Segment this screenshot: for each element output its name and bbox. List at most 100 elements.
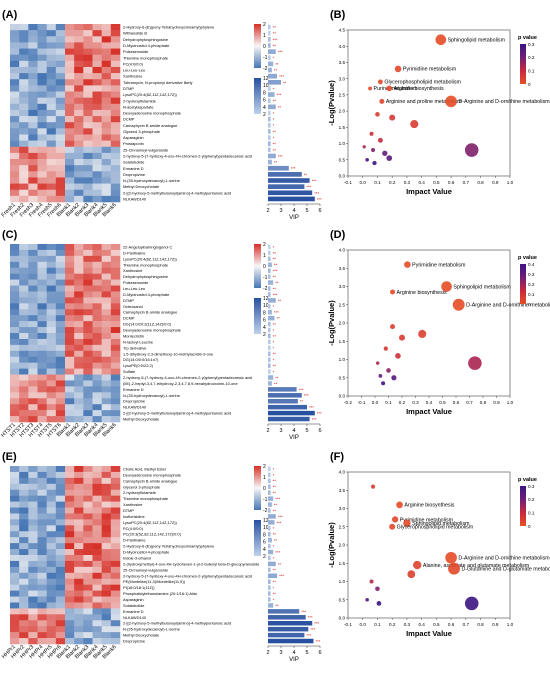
vip-bar: [268, 147, 271, 153]
heatmap-cell: [10, 279, 20, 286]
heatmap-cell: [110, 297, 121, 304]
heatmap-cell: [37, 549, 47, 556]
heatmap-cell: [28, 374, 38, 381]
heatmap-cell: [65, 24, 75, 31]
heatmap-cell: [65, 73, 75, 80]
heatmap-cell: [92, 273, 102, 280]
heatmap-cell: [19, 152, 29, 160]
heatmap-cell: [83, 128, 93, 135]
heatmap-cell: [65, 380, 75, 387]
heatmap-cell: [37, 30, 47, 37]
heatmap-cell: [37, 608, 47, 615]
heatmap-cell: [101, 85, 112, 92]
heatmap-cell: [83, 374, 93, 381]
heatmap-cell: [92, 183, 102, 191]
heatmap-cell: [101, 333, 112, 340]
pathway-bubble: [441, 281, 452, 292]
significance-mark: **: [274, 263, 278, 268]
heatmap-cell: [65, 79, 75, 86]
heatmap-cell: [83, 380, 93, 387]
pvalue-tick: 0.2: [528, 55, 535, 60]
heatmap-cell: [46, 159, 57, 166]
heatmap-cell: [46, 85, 57, 92]
heatmap-cell: [46, 24, 57, 31]
colorbar-tick: 1: [263, 475, 266, 481]
metabolite-label: 25-Cinnamoyl-vulgaroside: [123, 147, 168, 152]
heatmap-cell: [28, 362, 38, 369]
heatmap: [10, 244, 121, 423]
heatmap-cell: [46, 398, 57, 405]
heatmap-cell: [110, 171, 121, 178]
heatmap-cell: [55, 24, 66, 31]
heatmap-cell: [65, 525, 75, 532]
y-axis-label: -Log(Pvalue): [327, 80, 336, 126]
colorbar-tick: -2: [263, 286, 268, 292]
vip-bar: [268, 514, 276, 519]
vip-axis-tick: 4: [292, 428, 295, 434]
heatmap-cell: [92, 85, 102, 92]
heatmap-cell: [37, 195, 47, 203]
pathway-bubble: [378, 374, 383, 378]
heatmap-cell: [92, 189, 102, 197]
heatmap-cell: [55, 73, 66, 80]
plot-frame: [347, 29, 511, 177]
heatmap-cell: [101, 543, 112, 550]
heatmap-cell: [65, 614, 75, 621]
heatmap-cell: [10, 356, 20, 363]
significance-mark: ***: [314, 191, 319, 196]
heatmap-cell: [74, 291, 84, 298]
heatmap-cell: [37, 42, 47, 49]
heatmap-cell: [110, 344, 121, 352]
heatmap-cell: [46, 596, 57, 603]
colorbar-tick: -2: [263, 508, 268, 514]
heatmap-cell: [46, 620, 57, 627]
metabolite-label: Pulsesenoside: [123, 280, 148, 285]
heatmap-cell: [65, 489, 75, 496]
vip-axis-tick: 5: [305, 428, 308, 434]
heatmap-cell: [83, 36, 93, 43]
heatmap-cell: [10, 36, 20, 43]
significance-mark: ***: [304, 393, 309, 398]
heatmap-cell: [19, 327, 29, 334]
heatmap-cell: [10, 152, 20, 160]
pvalue-tick: 0: [528, 524, 531, 529]
metabolite-label: Solatubolide: [123, 160, 144, 165]
heatmap-cell: [19, 410, 29, 417]
heatmap-cell: [10, 531, 20, 538]
heatmap-cell: [83, 525, 93, 532]
heatmap-cell: [101, 489, 112, 496]
heatmap-cell: [92, 91, 102, 98]
heatmap-cell: [74, 333, 84, 340]
vip-axis-label: VIP: [289, 215, 299, 221]
heatmap-cell: [110, 321, 121, 328]
heatmap-cell: [55, 140, 66, 148]
heatmap-cell: [101, 608, 112, 615]
significance-mark: *: [273, 111, 275, 116]
heatmap-cell: [74, 116, 84, 123]
heatmap-cell: [101, 350, 112, 358]
heatmap-cell: [110, 267, 121, 274]
heatmap-cell: [83, 297, 93, 304]
heatmap-cell: [37, 555, 47, 562]
vip-axis-tick: 3: [279, 428, 282, 434]
heatmap-cell: [10, 244, 20, 251]
heatmap-cell: [92, 267, 102, 274]
heatmap-cell: [65, 572, 75, 580]
heatmap-cell: [19, 614, 29, 621]
heatmap-cell: [46, 338, 57, 346]
heatmap-cell: [65, 327, 75, 334]
heatmap-cell: [83, 91, 93, 98]
pvalue-tick: 0.1: [528, 510, 535, 515]
heatmap-cell: [101, 392, 112, 399]
significance-mark: *: [273, 346, 275, 351]
heatmap-cell: [19, 638, 29, 645]
heatmap-cell: [65, 626, 75, 633]
heatmap-cell: [65, 60, 75, 68]
heatmap-cell: [101, 531, 112, 538]
vip-bar: [268, 579, 271, 584]
heatmap-cell: [37, 152, 47, 160]
heatmap-cell: [28, 386, 38, 393]
x-tick-label: 0.7: [463, 180, 470, 185]
heatmap-cell: [28, 333, 38, 340]
heatmap-cell: [92, 489, 102, 496]
